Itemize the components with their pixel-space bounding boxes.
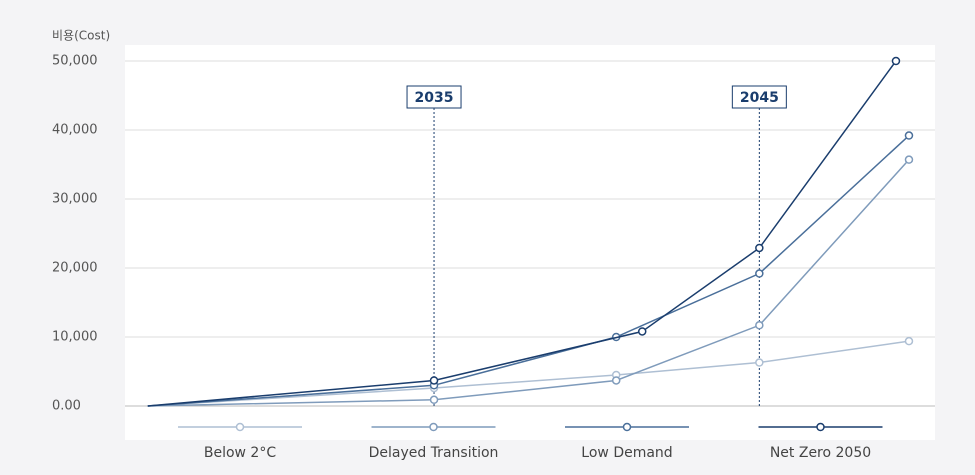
y-tick-label: 30,000 (52, 192, 98, 207)
reference-label: 2035 (415, 90, 454, 106)
point (755, 358, 764, 367)
point (755, 269, 764, 278)
point (637, 327, 647, 336)
y-axis-label: 비용(Cost) (52, 29, 110, 43)
plot-area (125, 45, 935, 440)
y-tick-label: 0.00 (52, 399, 81, 414)
point (755, 243, 764, 253)
y-tick-label: 40,000 (52, 123, 98, 138)
reference-box (731, 85, 787, 109)
y-tick-label: 10,000 (52, 330, 98, 345)
y-tick-label: 20,000 (52, 261, 98, 276)
point (429, 395, 439, 405)
point (891, 56, 901, 66)
point (904, 336, 914, 346)
legend-label: Low Demand (581, 445, 672, 461)
reference-box (406, 85, 462, 109)
point (611, 376, 621, 385)
legend-marker (622, 422, 632, 432)
legend-label: Net Zero 2050 (770, 445, 871, 461)
point (904, 155, 914, 164)
point (755, 321, 764, 330)
legend-label: Delayed Transition (369, 445, 499, 461)
legend-label: Below 2°C (204, 445, 276, 461)
legend-marker (816, 422, 825, 432)
point (904, 131, 914, 140)
legend-marker (235, 422, 245, 432)
point (429, 376, 439, 385)
reference-label: 2045 (740, 90, 779, 106)
legend-marker (429, 422, 438, 432)
y-tick-label: 50,000 (52, 54, 98, 69)
